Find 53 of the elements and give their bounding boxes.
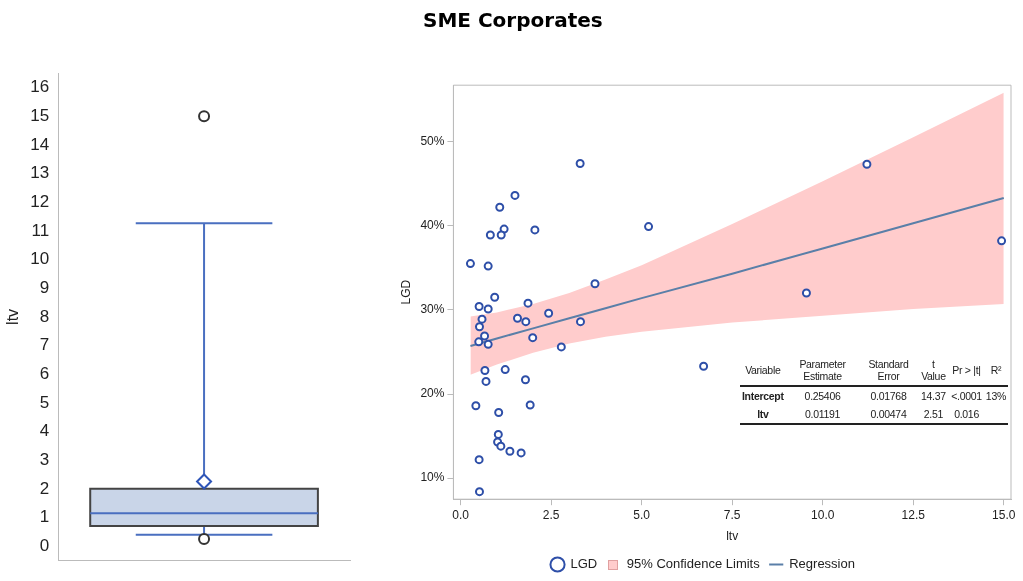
y-tick-label: 9 — [39, 277, 50, 297]
annotation: Standard Error — [859, 355, 918, 386]
y-tick-label: 50% — [420, 133, 445, 148]
chart-title: SME Corporates — [423, 8, 603, 32]
y-tick-label: 40% — [420, 218, 445, 233]
y-tick-label: 4 — [39, 421, 50, 441]
x-tick-label: 2.5 — [542, 507, 560, 522]
annotation: 0.016 — [949, 405, 984, 424]
y-tick-label: 11 — [31, 220, 50, 240]
x-tick-label: 10.0 — [811, 507, 835, 522]
annotation: Pr > |t| — [949, 355, 984, 386]
annotation: 0.00474 — [859, 405, 918, 424]
x-tick-label: 7.5 — [723, 507, 741, 522]
annotation: 14.37 — [920, 389, 947, 404]
annotation: R² — [983, 355, 1008, 386]
x-tick-label: 0.0 — [452, 507, 470, 522]
y-tick-label: 0 — [39, 535, 50, 555]
annotation: 13% — [984, 389, 1007, 404]
annotation: Intercept — [741, 389, 785, 404]
y-tick-label: 3 — [39, 449, 50, 469]
y-tick-label: 30% — [420, 302, 445, 317]
y-tick-label: 2 — [39, 478, 50, 498]
y-tick-label: 7 — [39, 335, 50, 355]
y-tick-label: 13 — [30, 163, 50, 183]
text: 95% Confidence Limits — [626, 556, 761, 572]
annotation: Variable — [740, 355, 786, 386]
y-tick-label: 20% — [420, 386, 445, 401]
x-tick-label: 12.5 — [901, 507, 926, 522]
annotation: t Value — [917, 355, 950, 386]
annotation: Parameter Estimate — [785, 355, 860, 386]
y-tick-label: 6 — [39, 363, 50, 383]
y-tick-label: 16 — [30, 77, 50, 97]
x-axis-title: ltv — [726, 529, 739, 544]
annotation: ltv — [740, 405, 786, 424]
y-tick-label: 10 — [30, 249, 50, 269]
annotation: 2.51 — [917, 405, 950, 424]
y-axis-title: ltv — [4, 308, 22, 325]
annotation: 0.25406 — [803, 389, 842, 404]
y-tick-label: 8 — [39, 306, 50, 326]
annotation: 0.01768 — [869, 389, 908, 404]
annotation: <.0001 — [950, 389, 983, 404]
y-tick-label: 5 — [39, 392, 50, 412]
y-axis-title: LGD — [398, 279, 413, 305]
y-tick-label: 1 — [39, 507, 50, 527]
annotation: 0.01191 — [785, 405, 860, 424]
legend-label: Regression — [789, 556, 855, 572]
legend-label: LGD — [570, 556, 598, 572]
y-tick-label: 10% — [420, 470, 445, 485]
y-tick-label: 15 — [30, 105, 50, 125]
y-tick-label: 12 — [30, 191, 50, 211]
y-tick-label: 14 — [30, 134, 50, 154]
x-tick-label: 15.0 — [992, 507, 1016, 522]
x-tick-label: 5.0 — [633, 507, 651, 522]
